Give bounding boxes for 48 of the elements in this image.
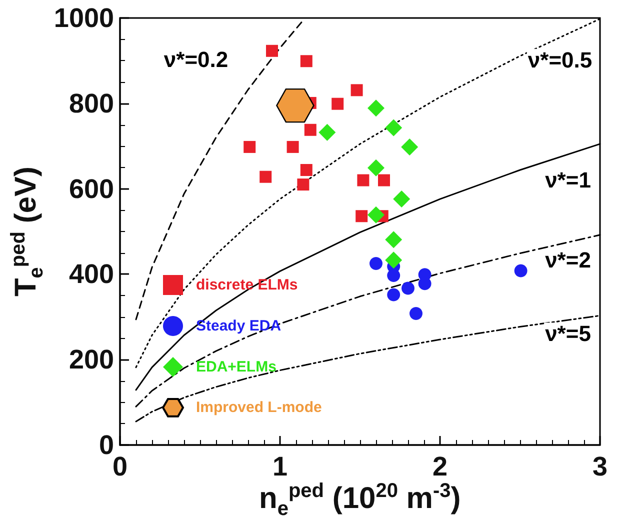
y-tick-label: 1000 <box>54 3 114 33</box>
legend-label: Improved L-mode <box>196 399 322 416</box>
point <box>370 257 382 270</box>
point <box>304 124 316 136</box>
point <box>332 98 344 110</box>
point <box>266 44 278 57</box>
point <box>244 140 256 153</box>
point <box>260 170 272 183</box>
point <box>318 124 336 141</box>
point <box>402 282 414 295</box>
x-tick-label: 1 <box>272 452 288 482</box>
point <box>410 306 422 320</box>
point <box>350 84 363 96</box>
point <box>418 277 432 290</box>
point <box>357 174 370 186</box>
line-series <box>135 18 305 320</box>
point <box>368 100 384 117</box>
y-tick-label: 0 <box>98 430 114 460</box>
point <box>385 252 402 269</box>
x-tick-label: 3 <box>592 452 608 482</box>
y-tick-label: 400 <box>68 259 114 290</box>
series-label: ν*=5 <box>545 321 591 346</box>
point <box>385 119 402 136</box>
point <box>385 231 402 248</box>
x-tick-label: 2 <box>432 452 448 482</box>
point <box>276 88 314 123</box>
point <box>356 210 368 222</box>
point <box>368 206 384 224</box>
x-axis-title: n$_{e}$$^{ped}$ (10$^{20}$ m$^{-3}$) <box>259 480 461 521</box>
point <box>368 159 384 176</box>
legend-label: EDA+ELMs <box>196 358 276 376</box>
y-tick-label: 200 <box>68 344 114 375</box>
point <box>300 55 312 68</box>
y-tick-label: 800 <box>68 88 114 118</box>
series-label: ν*=2 <box>545 247 591 272</box>
point <box>401 138 418 156</box>
series-label: ν*=1 <box>545 167 591 192</box>
y-tick-label: 600 <box>68 174 114 204</box>
point <box>393 190 410 208</box>
point <box>286 140 299 153</box>
point <box>297 178 310 191</box>
legend-label: discrete ELMs <box>196 276 298 294</box>
series-label: ν*=0.2 <box>164 46 228 72</box>
point <box>378 174 390 186</box>
series-label: ν*=0.5 <box>528 47 592 72</box>
point <box>514 264 528 278</box>
point <box>387 288 400 302</box>
point <box>300 164 312 176</box>
